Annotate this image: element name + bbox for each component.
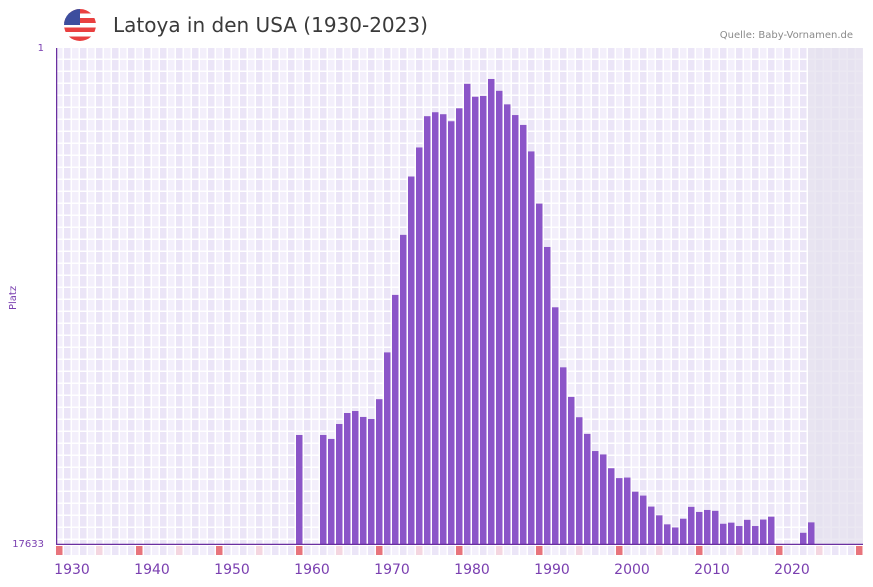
bar-2016[interactable] <box>760 519 767 545</box>
bar-2000[interactable] <box>632 491 639 545</box>
bar-1981[interactable] <box>480 95 487 545</box>
bar-1983[interactable] <box>496 90 503 545</box>
bar-1975[interactable] <box>432 112 439 545</box>
bar-2015[interactable] <box>752 526 759 545</box>
x-tick-2000: 2000 <box>614 562 650 578</box>
bar-2011[interactable] <box>720 523 727 545</box>
bar-1969[interactable] <box>384 352 391 545</box>
bar-1996[interactable] <box>600 454 607 545</box>
bar-1961[interactable] <box>320 434 327 545</box>
x-tick-1950: 1950 <box>214 562 250 578</box>
bar-2014[interactable] <box>744 519 751 545</box>
bar-1980[interactable] <box>472 96 479 545</box>
bar-2001[interactable] <box>640 495 647 545</box>
source-link[interactable]: Quelle: Baby-Vornamen.de <box>719 30 853 41</box>
decade-markers <box>56 546 863 555</box>
bar-2012[interactable] <box>728 522 735 545</box>
x-tick-1940: 1940 <box>134 562 170 578</box>
bar-1965[interactable] <box>352 411 359 545</box>
bar-1968[interactable] <box>376 399 383 545</box>
bar-1985[interactable] <box>512 115 519 545</box>
bar-2013[interactable] <box>736 526 743 545</box>
x-tick-1980: 1980 <box>454 562 490 578</box>
bar-2017[interactable] <box>768 516 775 545</box>
bar-1967[interactable] <box>368 418 375 545</box>
bar-1992[interactable] <box>568 396 575 545</box>
bar-1979[interactable] <box>464 83 471 545</box>
x-tick-2010: 2010 <box>694 562 730 578</box>
bar-2021[interactable] <box>800 532 807 545</box>
bar-1990[interactable] <box>552 307 559 545</box>
bar-1976[interactable] <box>440 114 447 545</box>
bar-2008[interactable] <box>696 511 703 545</box>
bar-1977[interactable] <box>448 121 455 545</box>
bar-2003[interactable] <box>656 515 663 545</box>
bar-1997[interactable] <box>608 468 615 545</box>
bar-1993[interactable] <box>576 417 583 545</box>
x-tick-1990: 1990 <box>534 562 570 578</box>
chart-title: Latoya in den USA (1930-2023) <box>113 13 428 37</box>
y-tick-top: 1 <box>37 43 44 54</box>
bar-1989[interactable] <box>544 246 551 545</box>
bar-2006[interactable] <box>680 518 687 545</box>
bar-2022[interactable] <box>808 522 815 545</box>
x-tick-1930: 1930 <box>54 562 90 578</box>
bar-1964[interactable] <box>344 412 351 545</box>
bar-1982[interactable] <box>488 78 495 545</box>
usa-flag-icon <box>64 9 96 41</box>
bar-1988[interactable] <box>536 203 543 545</box>
x-tick-1960: 1960 <box>294 562 330 578</box>
bar-2010[interactable] <box>712 510 719 545</box>
bar-1999[interactable] <box>624 477 631 545</box>
bar-1986[interactable] <box>520 124 527 545</box>
bar-1991[interactable] <box>560 367 567 545</box>
x-tick-2020: 2020 <box>774 562 810 578</box>
x-tick-1970: 1970 <box>374 562 410 578</box>
bar-2004[interactable] <box>664 524 671 545</box>
bar-1987[interactable] <box>528 151 535 545</box>
bar-1995[interactable] <box>592 451 599 545</box>
bar-1966[interactable] <box>360 416 367 545</box>
bar-1962[interactable] <box>328 438 335 545</box>
bar-1984[interactable] <box>504 104 511 545</box>
bar-1978[interactable] <box>456 108 463 545</box>
bar-1973[interactable] <box>416 147 423 545</box>
bar-2009[interactable] <box>704 509 711 545</box>
bar-1972[interactable] <box>408 176 415 545</box>
bar-1963[interactable] <box>336 423 343 545</box>
bar-1958[interactable] <box>296 434 303 545</box>
bar-1974[interactable] <box>424 116 431 545</box>
bar-1971[interactable] <box>400 234 407 545</box>
y-tick-bottom: 17633 <box>12 539 44 550</box>
bar-2007[interactable] <box>688 506 695 545</box>
y-axis-title: Platz <box>8 285 19 310</box>
bar-1994[interactable] <box>584 433 591 545</box>
bar-2005[interactable] <box>672 527 679 545</box>
bar-2002[interactable] <box>648 506 655 545</box>
bar-1998[interactable] <box>616 478 623 545</box>
bar-1970[interactable] <box>392 294 399 545</box>
plot-area <box>56 48 863 545</box>
